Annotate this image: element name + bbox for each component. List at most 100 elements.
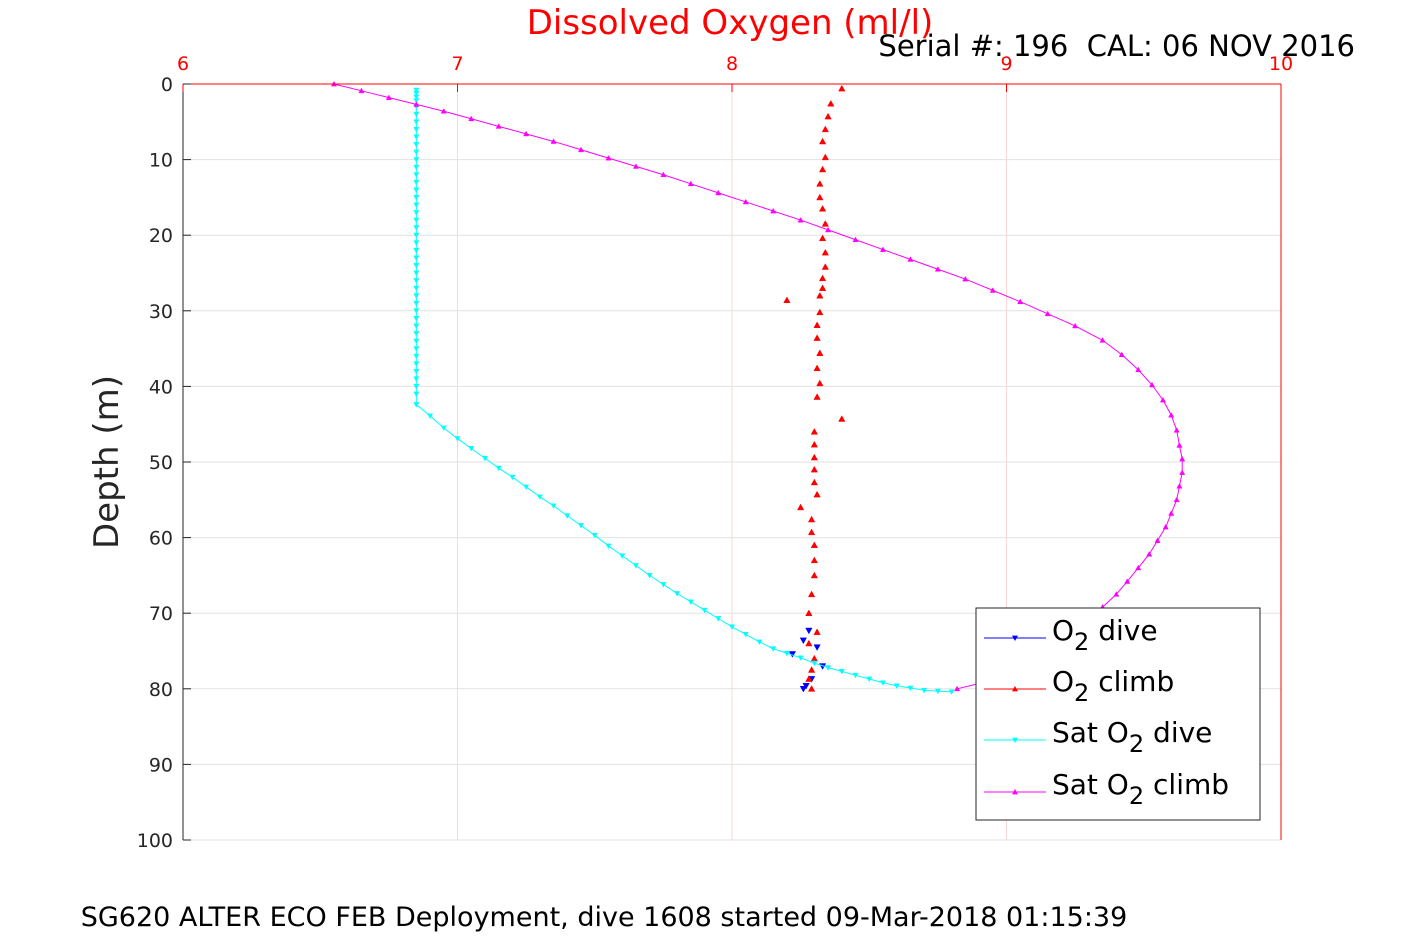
series-o2-climb xyxy=(783,84,846,692)
data-point xyxy=(413,346,420,352)
data-point xyxy=(413,353,420,360)
data-point xyxy=(413,217,420,224)
plot-series xyxy=(330,80,1186,695)
data-point xyxy=(818,137,827,145)
data-point xyxy=(805,639,813,647)
chart-title: Dissolved Oxygen (ml/l) xyxy=(527,3,934,43)
data-point xyxy=(816,291,824,299)
data-point xyxy=(536,494,543,500)
data-point xyxy=(413,361,420,367)
data-point xyxy=(728,624,736,630)
y-tick-label: 0 xyxy=(161,74,173,96)
data-point xyxy=(591,533,598,539)
data-point xyxy=(948,689,955,695)
data-point xyxy=(989,287,996,293)
data-point xyxy=(921,687,928,694)
data-point xyxy=(550,138,557,144)
data-point xyxy=(413,316,420,322)
data-point xyxy=(1135,366,1142,373)
data-point xyxy=(816,349,824,356)
data-point xyxy=(799,637,807,645)
data-point xyxy=(509,474,516,481)
x-tick-label: 9 xyxy=(1000,53,1012,75)
data-point xyxy=(1168,412,1175,418)
data-point xyxy=(852,672,859,679)
series-line-sat-o2-dive xyxy=(415,90,952,693)
data-point xyxy=(413,94,420,100)
data-point xyxy=(783,650,790,657)
data-point xyxy=(481,455,488,462)
data-point xyxy=(805,627,813,635)
data-point xyxy=(816,180,824,187)
data-point xyxy=(962,275,969,282)
data-point xyxy=(413,172,420,178)
data-point xyxy=(413,255,420,261)
data-point xyxy=(813,321,821,328)
series-sat-o2-dive xyxy=(413,87,955,695)
data-point xyxy=(413,90,420,97)
data-point xyxy=(742,632,749,638)
data-point xyxy=(413,87,420,94)
data-point xyxy=(813,628,821,635)
data-point xyxy=(413,111,420,118)
x-tick-label: 6 xyxy=(177,53,189,75)
data-point xyxy=(813,393,821,400)
data-point xyxy=(838,84,846,92)
data-point xyxy=(1176,483,1183,489)
data-point xyxy=(813,644,821,651)
y-tick-label: 40 xyxy=(149,376,173,398)
data-point xyxy=(632,563,639,569)
data-point xyxy=(810,440,818,448)
y-tick-label: 70 xyxy=(149,603,173,625)
data-point xyxy=(413,263,420,269)
data-point xyxy=(413,240,420,246)
data-point xyxy=(810,453,818,461)
data-point xyxy=(605,543,612,550)
data-point xyxy=(413,247,420,254)
data-point xyxy=(413,157,420,163)
data-point xyxy=(413,119,420,125)
data-point xyxy=(413,134,420,141)
data-point xyxy=(385,94,392,100)
data-point xyxy=(827,99,835,107)
data-point xyxy=(810,654,818,662)
y-tick-label: 80 xyxy=(149,679,173,701)
data-point xyxy=(413,202,420,209)
data-point xyxy=(756,639,763,646)
data-point xyxy=(818,205,827,212)
data-point xyxy=(413,278,420,284)
data-point xyxy=(818,165,827,173)
data-point xyxy=(1113,591,1120,597)
data-point xyxy=(838,669,845,675)
data-point xyxy=(821,153,829,161)
legend-label: O2 dive xyxy=(1052,614,1158,656)
data-point xyxy=(413,101,420,107)
data-point xyxy=(818,274,827,282)
data-point xyxy=(413,210,420,216)
legend-label: Sat O2 dive xyxy=(1052,716,1212,758)
legend-item-sat-o2-dive: Sat O2 dive xyxy=(984,716,1212,758)
data-point xyxy=(810,571,818,579)
data-point xyxy=(813,334,821,341)
data-point xyxy=(797,216,804,223)
data-point xyxy=(816,308,824,316)
data-point xyxy=(816,193,824,201)
data-point xyxy=(578,523,585,529)
data-point xyxy=(797,655,804,661)
data-point xyxy=(715,616,722,622)
data-point xyxy=(821,248,829,256)
data-point xyxy=(550,503,557,509)
data-point xyxy=(413,376,420,382)
y-tick-label: 100 xyxy=(137,830,173,852)
data-point xyxy=(770,646,777,652)
data-point xyxy=(715,189,722,196)
data-point xyxy=(660,171,667,178)
data-point xyxy=(1154,537,1161,543)
data-point xyxy=(807,685,816,692)
data-point xyxy=(770,207,777,214)
y-axis-label: Depth (m) xyxy=(87,375,127,549)
x-tick-label: 10 xyxy=(1269,53,1293,75)
footer-caption: SG620 ALTER ECO FEB Deployment, dive 160… xyxy=(81,902,1128,933)
data-point xyxy=(413,323,420,330)
data-point xyxy=(810,541,818,548)
